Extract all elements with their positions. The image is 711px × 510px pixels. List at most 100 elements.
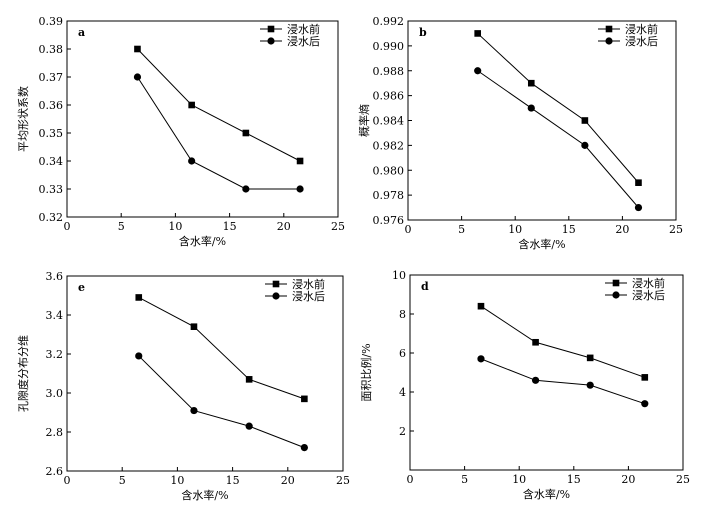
y-tick-label: 0.38 — [39, 43, 64, 56]
data-point — [188, 157, 196, 165]
data-point — [634, 203, 643, 212]
data-point — [190, 323, 198, 330]
series-line — [137, 48, 301, 162]
x-tick-label: 25 — [669, 223, 683, 236]
x-tick-label: 5 — [458, 223, 465, 236]
series-after — [133, 73, 304, 193]
data-point — [301, 395, 308, 403]
y-tick-label: 0.34 — [39, 155, 64, 168]
data-point — [527, 104, 535, 112]
y-axis-title: 概率熵 — [357, 104, 371, 137]
y-tick-label: 0.976 — [373, 214, 405, 227]
legend-label: 浸水后 — [292, 290, 325, 303]
data-point — [531, 376, 540, 384]
x-axis-title: 含水率/% — [523, 487, 570, 501]
x-tick-label: 5 — [461, 473, 468, 486]
y-tick-label: 0.32 — [39, 211, 64, 224]
data-point — [581, 117, 589, 124]
legend-marker — [612, 279, 620, 287]
series-line — [480, 305, 645, 378]
chart-panel-e: 0 5 10 15 20 25 2.6 2.8 3.0 3.2 3.4 3.6 含水率/% 孔隙度分布分维… — [16, 270, 350, 502]
data-point — [190, 406, 198, 415]
y-tick-label: 0.992 — [373, 15, 405, 28]
y-tick-label: 0.36 — [39, 99, 64, 112]
y-tick-label: 0.39 — [39, 15, 64, 28]
x-tick-label: 0 — [405, 223, 412, 236]
data-point — [300, 444, 308, 452]
legend-marker — [267, 37, 275, 45]
x-tick-label: 0 — [64, 220, 71, 233]
legend-label: 浸水前 — [287, 22, 320, 36]
data-point — [242, 185, 250, 193]
series-line — [477, 33, 639, 184]
data-point — [635, 179, 642, 186]
legend-label: 浸水后 — [287, 35, 320, 48]
legend-marker — [605, 37, 613, 45]
legend-marker — [272, 292, 280, 300]
x-tick-label: 15 — [226, 474, 240, 487]
x-axis-title: 含水率/% — [181, 488, 228, 502]
plot-frame — [409, 274, 684, 471]
y-tick-label: 6 — [399, 347, 406, 360]
x-tick-label: 15 — [223, 220, 237, 233]
x-tick-label: 10 — [512, 473, 526, 486]
series-after — [477, 355, 649, 408]
y-tick-label: 3.2 — [46, 348, 64, 361]
data-point — [586, 381, 594, 389]
series-after — [135, 352, 308, 452]
series-before — [474, 30, 642, 186]
legend-marker — [612, 291, 620, 299]
legend-marker — [267, 25, 275, 33]
y-axis-title: 面积比例/% — [359, 343, 373, 401]
data-point — [135, 352, 143, 360]
data-point — [296, 157, 304, 165]
y-tick-label: 0.978 — [373, 189, 405, 202]
y-tick-label: 0.984 — [373, 115, 405, 128]
series-before — [477, 302, 649, 381]
x-tick-label: 10 — [170, 474, 184, 487]
x-tick-label: 5 — [119, 474, 126, 487]
x-tick-label: 20 — [615, 223, 629, 236]
chart-panel-b: 0 5 10 15 20 25 0.976 0.978 0.980 0.982 0.984 0.986… — [357, 15, 683, 251]
y-tick-label: 0.990 — [373, 40, 405, 53]
x-tick-label: 25 — [331, 220, 345, 233]
x-tick-label: 15 — [562, 223, 576, 236]
data-point — [133, 73, 142, 81]
data-point — [581, 141, 589, 149]
y-tick-label: 2.6 — [46, 465, 64, 478]
x-tick-label: 25 — [336, 474, 350, 487]
legend-marker — [272, 280, 280, 288]
y-tick-label: 0.33 — [39, 183, 64, 196]
y-tick-label: 0.988 — [373, 65, 405, 78]
x-tick-label: 25 — [676, 473, 690, 486]
x-tick-label: 10 — [508, 223, 522, 236]
data-point — [242, 129, 250, 137]
data-point — [532, 338, 539, 346]
y-tick-label: 3.4 — [46, 309, 64, 322]
x-tick-label: 0 — [64, 474, 71, 487]
series-line — [138, 355, 305, 449]
x-tick-label: 20 — [277, 220, 291, 233]
x-axis-title: 含水率/% — [518, 237, 565, 251]
y-tick-label: 0.35 — [39, 127, 64, 140]
x-tick-label: 20 — [621, 473, 635, 486]
data-point — [245, 422, 253, 430]
data-point — [135, 294, 143, 301]
y-tick-label: 2.8 — [46, 426, 64, 439]
y-tick-label: 0.982 — [373, 139, 405, 152]
x-tick-label: 15 — [567, 473, 581, 486]
series-line — [137, 76, 301, 190]
x-tick-label: 20 — [281, 474, 295, 487]
panel-letter: d — [421, 280, 429, 293]
y-axis-title: 平均形状系数 — [16, 86, 30, 152]
y-tick-label: 8 — [399, 308, 406, 321]
data-point — [477, 355, 485, 363]
data-point — [474, 30, 481, 37]
y-tick-label: 2 — [399, 425, 406, 438]
data-point — [245, 376, 253, 383]
y-tick-label: 0.37 — [39, 71, 64, 84]
